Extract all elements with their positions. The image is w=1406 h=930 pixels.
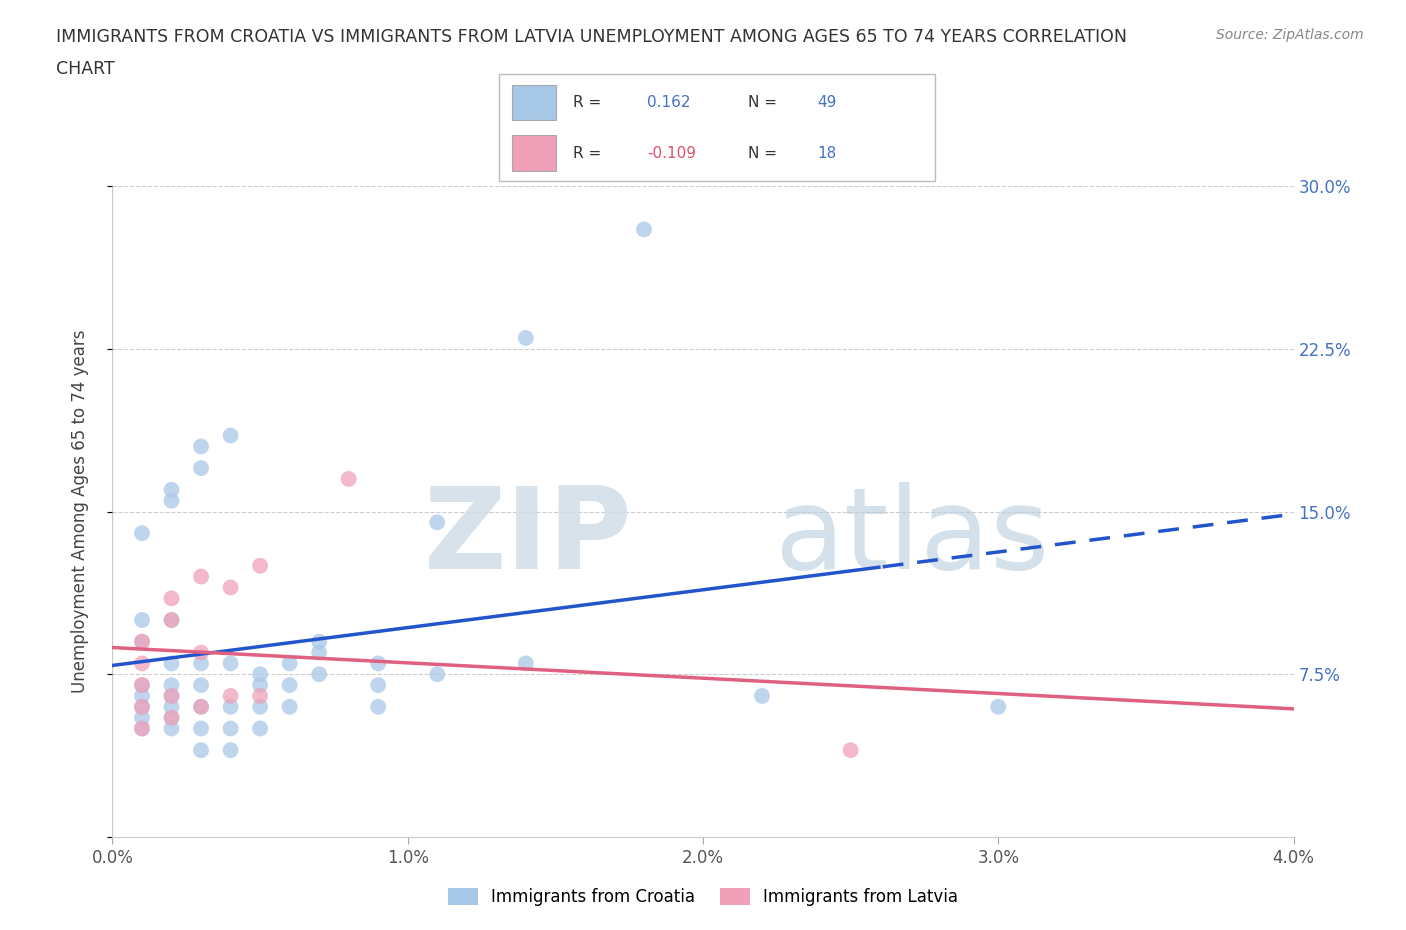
Point bbox=[160, 678, 183, 693]
Point bbox=[131, 688, 153, 703]
Point bbox=[219, 721, 242, 736]
Point bbox=[160, 721, 183, 736]
Point bbox=[249, 688, 271, 703]
Point bbox=[190, 439, 212, 454]
Point bbox=[367, 678, 389, 693]
Point bbox=[131, 699, 153, 714]
Point bbox=[131, 721, 153, 736]
Point bbox=[515, 656, 537, 671]
Point bbox=[367, 699, 389, 714]
Text: Source: ZipAtlas.com: Source: ZipAtlas.com bbox=[1216, 28, 1364, 42]
Point bbox=[278, 678, 301, 693]
Text: IMMIGRANTS FROM CROATIA VS IMMIGRANTS FROM LATVIA UNEMPLOYMENT AMONG AGES 65 TO : IMMIGRANTS FROM CROATIA VS IMMIGRANTS FR… bbox=[56, 28, 1128, 46]
Point bbox=[219, 428, 242, 443]
Text: atlas: atlas bbox=[773, 482, 1049, 593]
Point bbox=[160, 493, 183, 508]
Point bbox=[278, 699, 301, 714]
Legend: Immigrants from Croatia, Immigrants from Latvia: Immigrants from Croatia, Immigrants from… bbox=[441, 881, 965, 912]
Text: 49: 49 bbox=[817, 95, 837, 111]
Point bbox=[308, 634, 330, 649]
Point bbox=[131, 613, 153, 628]
Text: N =: N = bbox=[748, 95, 776, 111]
Point bbox=[190, 460, 212, 475]
Point bbox=[190, 721, 212, 736]
Text: R =: R = bbox=[574, 95, 602, 111]
Point bbox=[190, 656, 212, 671]
Point bbox=[131, 721, 153, 736]
Point bbox=[131, 678, 153, 693]
Point bbox=[131, 699, 153, 714]
Point bbox=[160, 688, 183, 703]
Point bbox=[219, 743, 242, 758]
Point bbox=[751, 688, 773, 703]
Point bbox=[278, 656, 301, 671]
Point bbox=[160, 711, 183, 725]
Point bbox=[160, 613, 183, 628]
Point bbox=[131, 678, 153, 693]
Y-axis label: Unemployment Among Ages 65 to 74 years: Unemployment Among Ages 65 to 74 years bbox=[70, 330, 89, 693]
Point bbox=[160, 483, 183, 498]
Point bbox=[160, 591, 183, 605]
Point bbox=[160, 613, 183, 628]
Point bbox=[219, 699, 242, 714]
Point bbox=[160, 656, 183, 671]
Point bbox=[190, 645, 212, 660]
Point bbox=[249, 721, 271, 736]
Point bbox=[426, 515, 449, 530]
Point bbox=[131, 634, 153, 649]
Point bbox=[190, 569, 212, 584]
Point bbox=[515, 330, 537, 345]
Point bbox=[249, 558, 271, 573]
Point bbox=[633, 222, 655, 237]
Point bbox=[249, 699, 271, 714]
Point bbox=[249, 678, 271, 693]
Point bbox=[249, 667, 271, 682]
Point bbox=[160, 699, 183, 714]
Point bbox=[190, 699, 212, 714]
Point bbox=[219, 688, 242, 703]
Text: 18: 18 bbox=[817, 145, 837, 161]
Point bbox=[839, 743, 862, 758]
Point bbox=[308, 645, 330, 660]
Point bbox=[131, 634, 153, 649]
FancyBboxPatch shape bbox=[512, 86, 555, 120]
Text: CHART: CHART bbox=[56, 60, 115, 78]
Point bbox=[987, 699, 1010, 714]
Text: N =: N = bbox=[748, 145, 776, 161]
Point bbox=[190, 743, 212, 758]
Point bbox=[367, 656, 389, 671]
Point bbox=[131, 711, 153, 725]
Point bbox=[308, 667, 330, 682]
Point bbox=[337, 472, 360, 486]
Point bbox=[160, 688, 183, 703]
Point bbox=[131, 525, 153, 540]
Text: ZIP: ZIP bbox=[423, 482, 633, 593]
Point bbox=[160, 711, 183, 725]
Point bbox=[190, 699, 212, 714]
Text: R =: R = bbox=[574, 145, 602, 161]
Point bbox=[219, 580, 242, 595]
Text: 0.162: 0.162 bbox=[647, 95, 690, 111]
Text: -0.109: -0.109 bbox=[647, 145, 696, 161]
Point bbox=[131, 656, 153, 671]
Point bbox=[219, 656, 242, 671]
Point bbox=[426, 667, 449, 682]
FancyBboxPatch shape bbox=[512, 136, 555, 171]
Point bbox=[190, 678, 212, 693]
